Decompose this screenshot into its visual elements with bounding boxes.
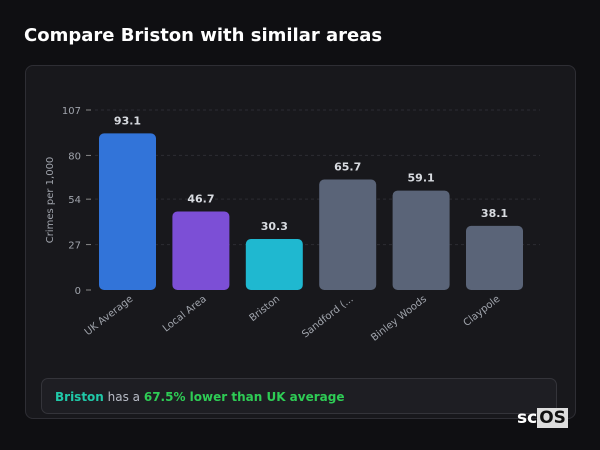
data-label: 46.7 (187, 192, 214, 205)
area-name: Briston (55, 390, 104, 404)
y-tick-label: 27 (68, 241, 81, 252)
x-tick-label: Binley Woods (369, 294, 429, 344)
x-tick-label: Briston (248, 294, 283, 324)
bar[interactable] (99, 133, 156, 290)
page-title: Compare Briston with similar areas (24, 25, 383, 46)
logo-prefix: sc (517, 408, 538, 428)
y-axis-label: Crimes per 1,000 (45, 157, 56, 244)
bar[interactable] (245, 239, 303, 290)
bar[interactable] (172, 211, 230, 290)
y-tick-label: 80 (68, 151, 81, 162)
x-tick-label: Claypole (462, 294, 503, 329)
data-label: 65.7 (334, 160, 361, 173)
data-label: 38.1 (481, 207, 508, 220)
x-tick-label: Local Area (161, 294, 209, 335)
data-label: 93.1 (114, 114, 141, 127)
logo-boxed: OS (537, 408, 568, 428)
summary-text: has a (103, 390, 144, 404)
bar[interactable] (466, 225, 523, 290)
y-tick-label: 54 (68, 195, 81, 206)
data-label: 30.3 (261, 220, 288, 233)
comparison-summary: Briston has a 67.5% lower than UK averag… (41, 378, 557, 414)
y-tick-label: 107 (62, 106, 81, 117)
x-tick-label: Sandford (... (300, 294, 355, 341)
data-label: 59.1 (408, 172, 435, 185)
scos-logo: sc OS (517, 408, 568, 428)
bar[interactable] (319, 179, 377, 290)
x-tick-label: UK Average (83, 294, 136, 338)
y-tick-label: 0 (75, 286, 81, 297)
summary-highlight: 67.5% lower than UK average (143, 390, 345, 404)
bar[interactable] (392, 190, 450, 290)
